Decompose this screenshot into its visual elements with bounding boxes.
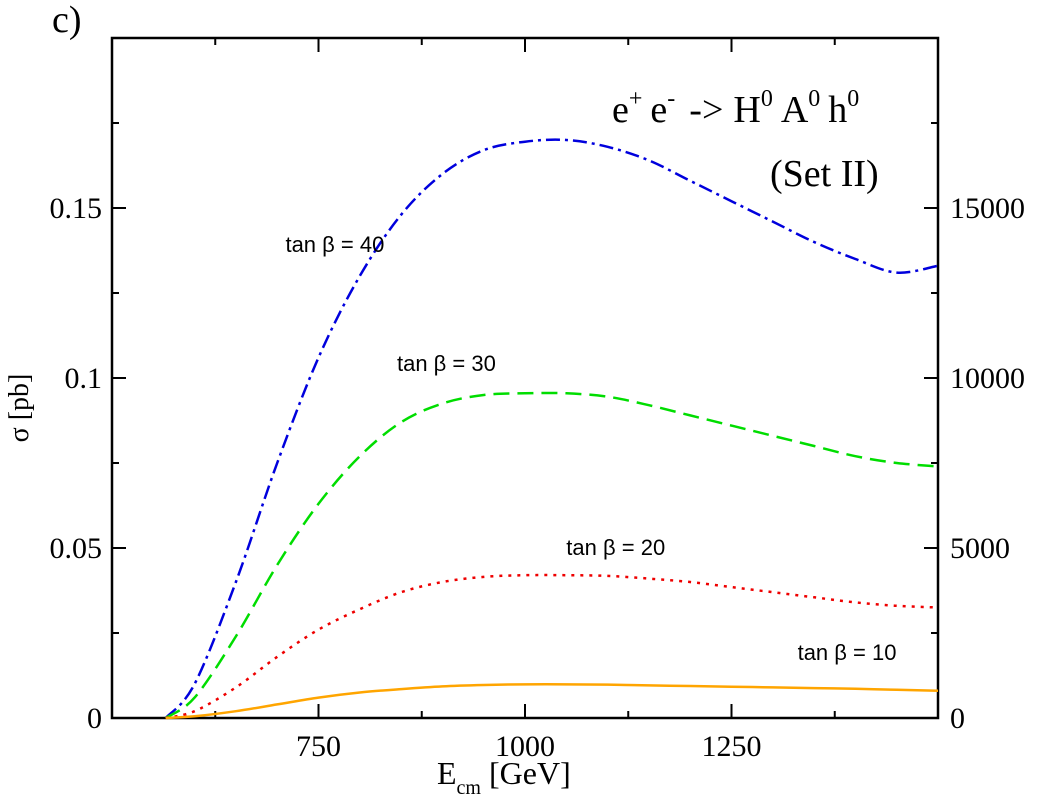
series-annotation: tan β = 20 bbox=[566, 535, 665, 560]
x-tick-label: 1000 bbox=[495, 730, 555, 763]
series-line bbox=[164, 138, 939, 719]
series-line bbox=[164, 391, 939, 720]
y-tick-label: 0.15 bbox=[50, 192, 103, 225]
series-line bbox=[165, 683, 939, 720]
series-layer bbox=[164, 138, 939, 720]
series-line bbox=[165, 573, 939, 720]
series-annotation: tan β = 10 bbox=[798, 640, 897, 665]
x-tick-label: 1250 bbox=[702, 730, 762, 763]
y2-tick-label: 15000 bbox=[950, 192, 1025, 225]
y2-tick-label: 10000 bbox=[950, 362, 1025, 395]
y-tick-label: 0.1 bbox=[65, 362, 103, 395]
y2-tick-label: 5000 bbox=[950, 532, 1010, 565]
panel-label: c) bbox=[52, 0, 82, 41]
y-tick-label: 0.05 bbox=[50, 532, 103, 565]
x-axis-title: Ecm [GeV] bbox=[437, 755, 571, 799]
series-annotation: tan β = 40 bbox=[285, 232, 384, 257]
chart-title: e+ e- -> H0 A0 h0 bbox=[612, 86, 859, 131]
annotations: tan β = 40 tan β = 30 tan β = 20 tan β = 10 bbox=[285, 232, 896, 665]
chart-subtitle: (Set II) bbox=[770, 153, 879, 195]
axis-tick-labels: 750 1000 1250 0 0.05 0.1 0.15 0 5000 10000 15000 bbox=[50, 192, 1026, 763]
series-annotation: tan β = 30 bbox=[397, 351, 496, 376]
x-tick-label: 750 bbox=[296, 730, 341, 763]
y-tick-label: 0 bbox=[87, 702, 102, 735]
axis-ticks bbox=[112, 38, 939, 718]
plot-frame bbox=[110, 36, 940, 720]
y2-tick-label: 0 bbox=[950, 702, 965, 735]
y-axis-title: σ [pb] bbox=[4, 374, 35, 443]
